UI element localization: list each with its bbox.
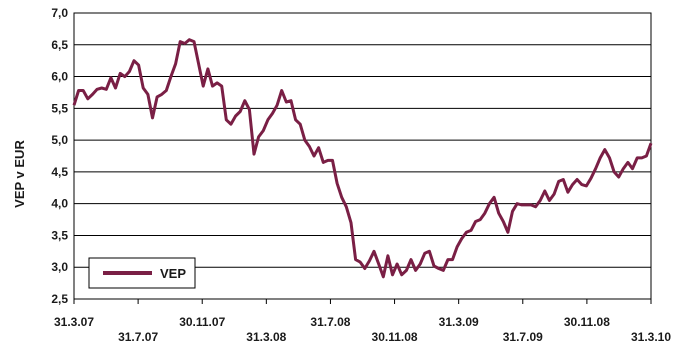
x-axis-ticks: 31.3.07 31.7.07 30.11.07 31.3.08 31.7.08 30.1… <box>54 299 671 344</box>
y-tick-label: 5,0 <box>51 133 68 147</box>
series-group <box>72 38 653 279</box>
x-tick-label: 30.11.08 <box>564 315 610 329</box>
x-tick-label: 31.7.09 <box>503 330 543 344</box>
legend-label-vep: VEP <box>160 266 186 281</box>
y-tick-label: 6,5 <box>51 38 68 52</box>
y-tick-label: 4,5 <box>51 165 68 179</box>
x-tick-label: 31.3.10 <box>631 330 671 344</box>
x-tick-label: 31.3.09 <box>439 315 479 329</box>
x-tick-label: 31.7.08 <box>310 315 350 329</box>
x-tick-label: 30.11.07 <box>179 315 225 329</box>
y-tick-label: 7,0 <box>51 6 68 20</box>
plot-frame <box>73 12 652 300</box>
legend: VEP <box>88 257 196 289</box>
series-line-vep <box>72 38 653 279</box>
y-tick-label: 3,5 <box>51 228 68 242</box>
y-tick-label: 2,5 <box>51 292 68 306</box>
y-tick-label: 3,0 <box>51 260 68 274</box>
x-tick-label: 30.11.08 <box>372 330 418 344</box>
y-tick-label: 4,0 <box>51 197 68 211</box>
y-tick-label: 6,0 <box>51 70 68 84</box>
x-tick-label: 31.3.08 <box>246 330 286 344</box>
y-axis-title: VEP v EUR <box>12 140 27 208</box>
x-tick-label: 31.3.07 <box>54 315 94 329</box>
x-tick-label: 31.7.07 <box>118 330 158 344</box>
y-tick-label: 5,5 <box>51 101 68 115</box>
grid-lines <box>74 44 651 268</box>
y-axis-ticks: 2,5 3,0 3,5 4,0 4,5 5,0 5,5 6,0 6,5 7,0 <box>51 6 68 306</box>
